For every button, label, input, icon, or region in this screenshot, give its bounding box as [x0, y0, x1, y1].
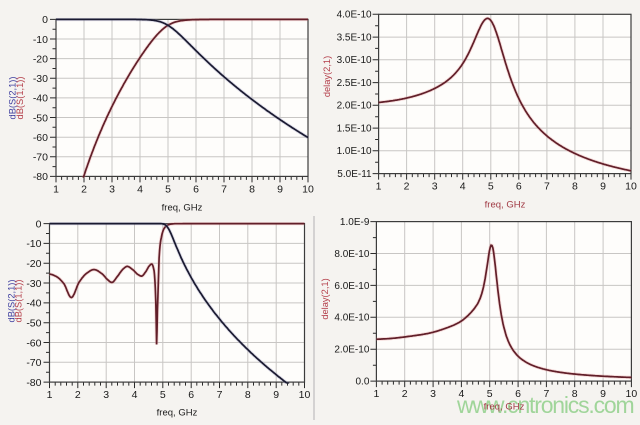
- svg-text:-20: -20: [33, 53, 48, 65]
- svg-text:6: 6: [188, 389, 194, 401]
- svg-text:0.0: 0.0: [355, 377, 369, 388]
- svg-text:-50: -50: [33, 112, 48, 124]
- svg-text:delay(2,1): delay(2,1): [320, 278, 330, 319]
- svg-text:-10: -10: [33, 34, 48, 46]
- svg-text:dB(S(2,1)): dB(S(2,1)): [8, 77, 18, 120]
- svg-text:freq, GHz: freq, GHz: [162, 202, 203, 213]
- svg-text:7: 7: [221, 183, 227, 195]
- svg-text:7: 7: [543, 388, 549, 400]
- svg-text:10: 10: [299, 389, 311, 401]
- svg-text:-30: -30: [26, 278, 41, 290]
- svg-text:delay(2,1): delay(2,1): [322, 56, 332, 97]
- svg-text:7: 7: [217, 389, 223, 401]
- svg-text:9: 9: [273, 389, 279, 401]
- svg-text:3: 3: [103, 389, 109, 401]
- svg-text:freq, GHz: freq, GHz: [157, 407, 198, 418]
- svg-text:dB(S(2,1)): dB(S(2,1)): [6, 280, 16, 323]
- svg-text:6: 6: [515, 388, 521, 400]
- svg-text:10: 10: [302, 183, 314, 195]
- svg-text:-70: -70: [26, 357, 41, 369]
- svg-text:1.0E-10: 1.0E-10: [337, 146, 372, 157]
- svg-text:3: 3: [109, 183, 115, 195]
- svg-text:-40: -40: [26, 298, 41, 310]
- svg-text:1.5E-10: 1.5E-10: [337, 124, 372, 135]
- svg-text:9: 9: [277, 183, 283, 195]
- svg-text:8.0E-10: 8.0E-10: [334, 249, 369, 260]
- svg-text:3: 3: [430, 388, 436, 400]
- svg-text:5: 5: [487, 388, 493, 400]
- svg-text:5: 5: [160, 389, 166, 401]
- svg-text:-80: -80: [26, 377, 41, 389]
- svg-text:6.0E-10: 6.0E-10: [334, 281, 369, 292]
- svg-text:-30: -30: [33, 73, 48, 85]
- svg-text:3.5E-10: 3.5E-10: [337, 33, 372, 44]
- svg-text:5: 5: [165, 183, 171, 195]
- svg-text:1.0E-9: 1.0E-9: [340, 217, 370, 228]
- svg-text:www.cntronics.com: www.cntronics.com: [456, 392, 633, 418]
- svg-text:3.0E-10: 3.0E-10: [337, 55, 372, 66]
- svg-text:-50: -50: [26, 318, 41, 330]
- svg-text:1: 1: [376, 181, 382, 193]
- svg-text:9: 9: [600, 388, 606, 400]
- svg-text:0: 0: [42, 14, 48, 26]
- svg-text:10: 10: [625, 181, 637, 193]
- svg-text:2.0E-10: 2.0E-10: [334, 345, 369, 356]
- svg-text:dB(S(1,1)): dB(S(1,1)): [13, 280, 23, 323]
- svg-text:8: 8: [245, 389, 251, 401]
- svg-text:freq, GHz: freq, GHz: [484, 401, 525, 412]
- svg-text:1: 1: [53, 183, 59, 195]
- svg-text:3: 3: [432, 181, 438, 193]
- svg-text:10: 10: [626, 388, 638, 400]
- svg-text:-60: -60: [33, 132, 48, 144]
- svg-text:-60: -60: [26, 337, 41, 349]
- svg-text:-10: -10: [26, 238, 41, 250]
- svg-text:9: 9: [600, 181, 606, 193]
- svg-text:7: 7: [544, 181, 550, 193]
- svg-text:4.0E-10: 4.0E-10: [337, 10, 372, 21]
- svg-text:2.5E-10: 2.5E-10: [337, 78, 372, 89]
- svg-text:-80: -80: [33, 171, 48, 183]
- svg-text:5: 5: [488, 181, 494, 193]
- svg-text:4: 4: [137, 183, 143, 195]
- svg-text:8: 8: [572, 388, 578, 400]
- svg-text:0: 0: [36, 218, 42, 230]
- svg-text:2: 2: [402, 388, 408, 400]
- svg-text:-20: -20: [26, 258, 41, 270]
- svg-text:5.0E-11: 5.0E-11: [337, 169, 372, 180]
- svg-text:4: 4: [132, 389, 138, 401]
- svg-text:1: 1: [47, 389, 53, 401]
- svg-text:2.0E-10: 2.0E-10: [337, 101, 372, 112]
- svg-text:6: 6: [516, 181, 522, 193]
- svg-text:8: 8: [249, 183, 255, 195]
- svg-text:freq, GHz: freq, GHz: [485, 199, 526, 210]
- svg-text:8: 8: [572, 181, 578, 193]
- svg-text:dB(S(1,1)): dB(S(1,1)): [15, 77, 25, 120]
- svg-text:4.0E-10: 4.0E-10: [334, 313, 369, 324]
- svg-text:-70: -70: [33, 152, 48, 164]
- svg-text:4: 4: [458, 388, 464, 400]
- svg-text:2: 2: [75, 389, 81, 401]
- svg-text:2: 2: [81, 183, 87, 195]
- svg-text:4: 4: [460, 181, 466, 193]
- svg-text:-40: -40: [33, 93, 48, 105]
- svg-text:1: 1: [373, 388, 379, 400]
- svg-text:2: 2: [404, 181, 410, 193]
- svg-text:6: 6: [193, 183, 199, 195]
